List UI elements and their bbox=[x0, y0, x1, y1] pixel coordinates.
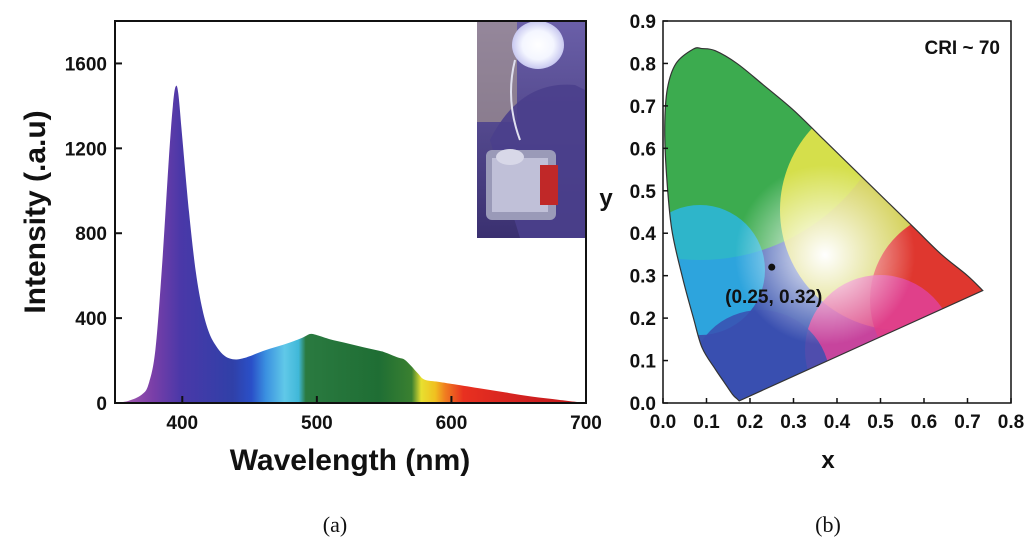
spectrum-area bbox=[115, 85, 586, 403]
y-axis-label-b: y bbox=[599, 185, 613, 212]
cri-annotation: CRI ~ 70 bbox=[924, 38, 1000, 59]
y-tick-label-b: 0.5 bbox=[630, 182, 657, 203]
axes-b: 0.0 0.1 0.2 0.3 0.4 0.5 0.6 0.7 0.8 0.0 0.1 0.2 0.3 0… bbox=[630, 12, 1025, 433]
x-axis-label-a: Wavelength (nm) bbox=[230, 444, 471, 477]
spectral-locus bbox=[664, 47, 984, 402]
y-tick-label-b: 0.4 bbox=[630, 224, 657, 245]
y-tick-label-a: 400 bbox=[75, 309, 107, 330]
x-tick-label-a: 500 bbox=[301, 413, 333, 434]
chromaticity-point-label: (0.25, 0.32) bbox=[725, 287, 822, 308]
chromaticity-point bbox=[768, 263, 776, 271]
x-axis-label-b: x bbox=[821, 447, 835, 474]
panel-label-a: (a) bbox=[323, 512, 347, 537]
x-tick-label-b: 0.5 bbox=[867, 412, 894, 433]
y-tick-label-a: 1200 bbox=[65, 139, 107, 160]
x-tick-label-b: 0.4 bbox=[824, 412, 851, 433]
y-tick-label-b: 0.6 bbox=[630, 139, 656, 160]
y-tick-label-b: 0.1 bbox=[630, 352, 657, 373]
x-tick-label-b: 0.3 bbox=[780, 412, 806, 433]
spectrum-chart: 400 500 600 700 0 400 800 1200 1600 Wavelength (… bbox=[19, 20, 602, 537]
y-tick-label-a: 1600 bbox=[65, 54, 107, 75]
x-tick-label-b: 0.2 bbox=[737, 412, 763, 433]
y-axis-label-a: Intensity (.a.u) bbox=[19, 110, 52, 313]
y-tick-label-b: 0.0 bbox=[630, 394, 656, 415]
y-tick-label-b: 0.8 bbox=[630, 54, 656, 75]
y-tick-label-a: 0 bbox=[96, 394, 107, 415]
y-tick-label-b: 0.7 bbox=[630, 97, 656, 118]
y-tick-label-b: 0.2 bbox=[630, 309, 656, 330]
x-tick-label-a: 400 bbox=[166, 413, 198, 434]
x-tick-label-b: 0.8 bbox=[998, 412, 1024, 433]
y-tick-label-a: 800 bbox=[75, 224, 107, 245]
x-tick-label-b: 0.7 bbox=[954, 412, 980, 433]
y-tick-label-b: 0.9 bbox=[630, 12, 656, 33]
x-tick-label-a: 600 bbox=[436, 413, 468, 434]
x-tick-label-b: 0.1 bbox=[693, 412, 720, 433]
plot-frame-a bbox=[114, 20, 587, 404]
x-tick-label-b: 0.0 bbox=[650, 412, 676, 433]
x-tick-label-a: 700 bbox=[570, 413, 602, 434]
led-photo-inset bbox=[477, 21, 585, 238]
x-tick-label-b: 0.6 bbox=[911, 412, 937, 433]
axes-a: 400 500 600 700 0 400 800 1200 1600 bbox=[65, 54, 602, 434]
y-tick-label-b: 0.3 bbox=[630, 267, 656, 288]
panel-label-b: (b) bbox=[815, 512, 841, 537]
